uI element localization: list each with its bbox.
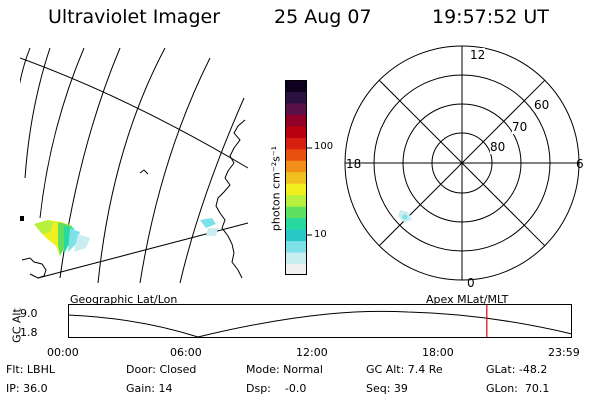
colorbar-band bbox=[285, 171, 307, 184]
seq-readout: Seq: 39 bbox=[366, 382, 408, 395]
colorbar-band bbox=[285, 252, 307, 265]
colorbar bbox=[285, 80, 307, 276]
coastline bbox=[139, 169, 149, 175]
app-title: Ultraviolet Imager bbox=[48, 6, 221, 28]
colorbar-band bbox=[285, 229, 307, 242]
colorbar-band bbox=[285, 217, 307, 230]
colorbar-band bbox=[285, 91, 307, 104]
colorbar-band bbox=[285, 160, 307, 173]
altitude-curve bbox=[67, 310, 573, 338]
longitude-line bbox=[20, 57, 249, 169]
colorbar-band bbox=[285, 148, 307, 161]
timeline-x-tick-2359: 23:59 bbox=[548, 346, 580, 359]
geographic-map-title: Geographic Lat/Lon bbox=[70, 293, 178, 306]
mlt-label-6: 6 bbox=[576, 157, 584, 171]
altitude-timeline[interactable] bbox=[67, 304, 573, 338]
mlat-label-60: 60 bbox=[534, 98, 550, 112]
colorbar-band bbox=[285, 194, 307, 207]
latitude-arc bbox=[139, 57, 211, 283]
colorbar-tick-marks bbox=[306, 147, 312, 236]
glat-readout: GLat: -48.2 bbox=[486, 363, 548, 376]
dsp-readout: Dsp: -0.0 bbox=[246, 382, 307, 395]
colorbar-band bbox=[285, 206, 307, 219]
mlat-label-70: 70 bbox=[512, 120, 528, 134]
timeline-x-tick-0600: 06:00 bbox=[170, 346, 202, 359]
mlt-label-18: 18 bbox=[346, 157, 362, 171]
door-readout: Door: Closed bbox=[126, 363, 197, 376]
gc-alt-readout: GC Alt: 7.4 Re bbox=[366, 363, 443, 376]
colorbar-band bbox=[285, 125, 307, 138]
timeline-x-tick-0000: 00:00 bbox=[47, 346, 79, 359]
timeline-x-tick-1200: 12:00 bbox=[296, 346, 328, 359]
gain-readout: Gain: 14 bbox=[126, 382, 173, 395]
colorbar-units-label: photon cm⁻²s⁻¹ bbox=[269, 145, 283, 232]
header-time: 19:57:52 UT bbox=[432, 6, 549, 28]
ip-readout: IP: 36.0 bbox=[6, 382, 48, 395]
latitude-arc bbox=[39, 48, 85, 219]
aurora-emission bbox=[20, 216, 218, 256]
coastline bbox=[215, 119, 246, 279]
colorbar-tick-10: 10 bbox=[314, 229, 327, 240]
colorbar-band bbox=[285, 80, 307, 92]
latitude-arc bbox=[20, 48, 31, 85]
header-date: 25 Aug 07 bbox=[274, 6, 372, 28]
polar-plot bbox=[344, 45, 580, 281]
timeline-y-tick-min: 1.8 bbox=[20, 326, 38, 339]
mlt-label-12: 12 bbox=[470, 48, 486, 62]
colorbar-band bbox=[285, 114, 307, 127]
colorbar-band bbox=[285, 183, 307, 196]
mlt-label-0: 0 bbox=[467, 276, 475, 290]
colorbar-band bbox=[285, 102, 307, 115]
latitude-arc bbox=[24, 48, 51, 179]
mlat-label-80: 80 bbox=[490, 140, 506, 154]
timeline-y-tick-max: 9.0 bbox=[20, 307, 38, 320]
colorbar-frame bbox=[285, 80, 307, 275]
latitude-arc bbox=[97, 48, 166, 283]
colorbar-tick-100: 100 bbox=[314, 141, 334, 152]
geographic-map bbox=[20, 48, 249, 283]
latitude-arc bbox=[179, 97, 245, 283]
polar-aurora-emission bbox=[398, 210, 412, 222]
colorbar-band bbox=[285, 263, 307, 276]
mode-readout: Mode: Normal bbox=[246, 363, 323, 376]
polar-plot-title: Apex MLat/MLT bbox=[426, 293, 509, 306]
timeline-x-tick-1800: 18:00 bbox=[422, 346, 454, 359]
coastline bbox=[21, 257, 47, 279]
filter-readout: Flt: LBHL bbox=[6, 363, 55, 376]
colorbar-band bbox=[285, 137, 307, 150]
glon-readout: GLon: 70.1 bbox=[486, 382, 550, 395]
colorbar-band bbox=[285, 240, 307, 253]
